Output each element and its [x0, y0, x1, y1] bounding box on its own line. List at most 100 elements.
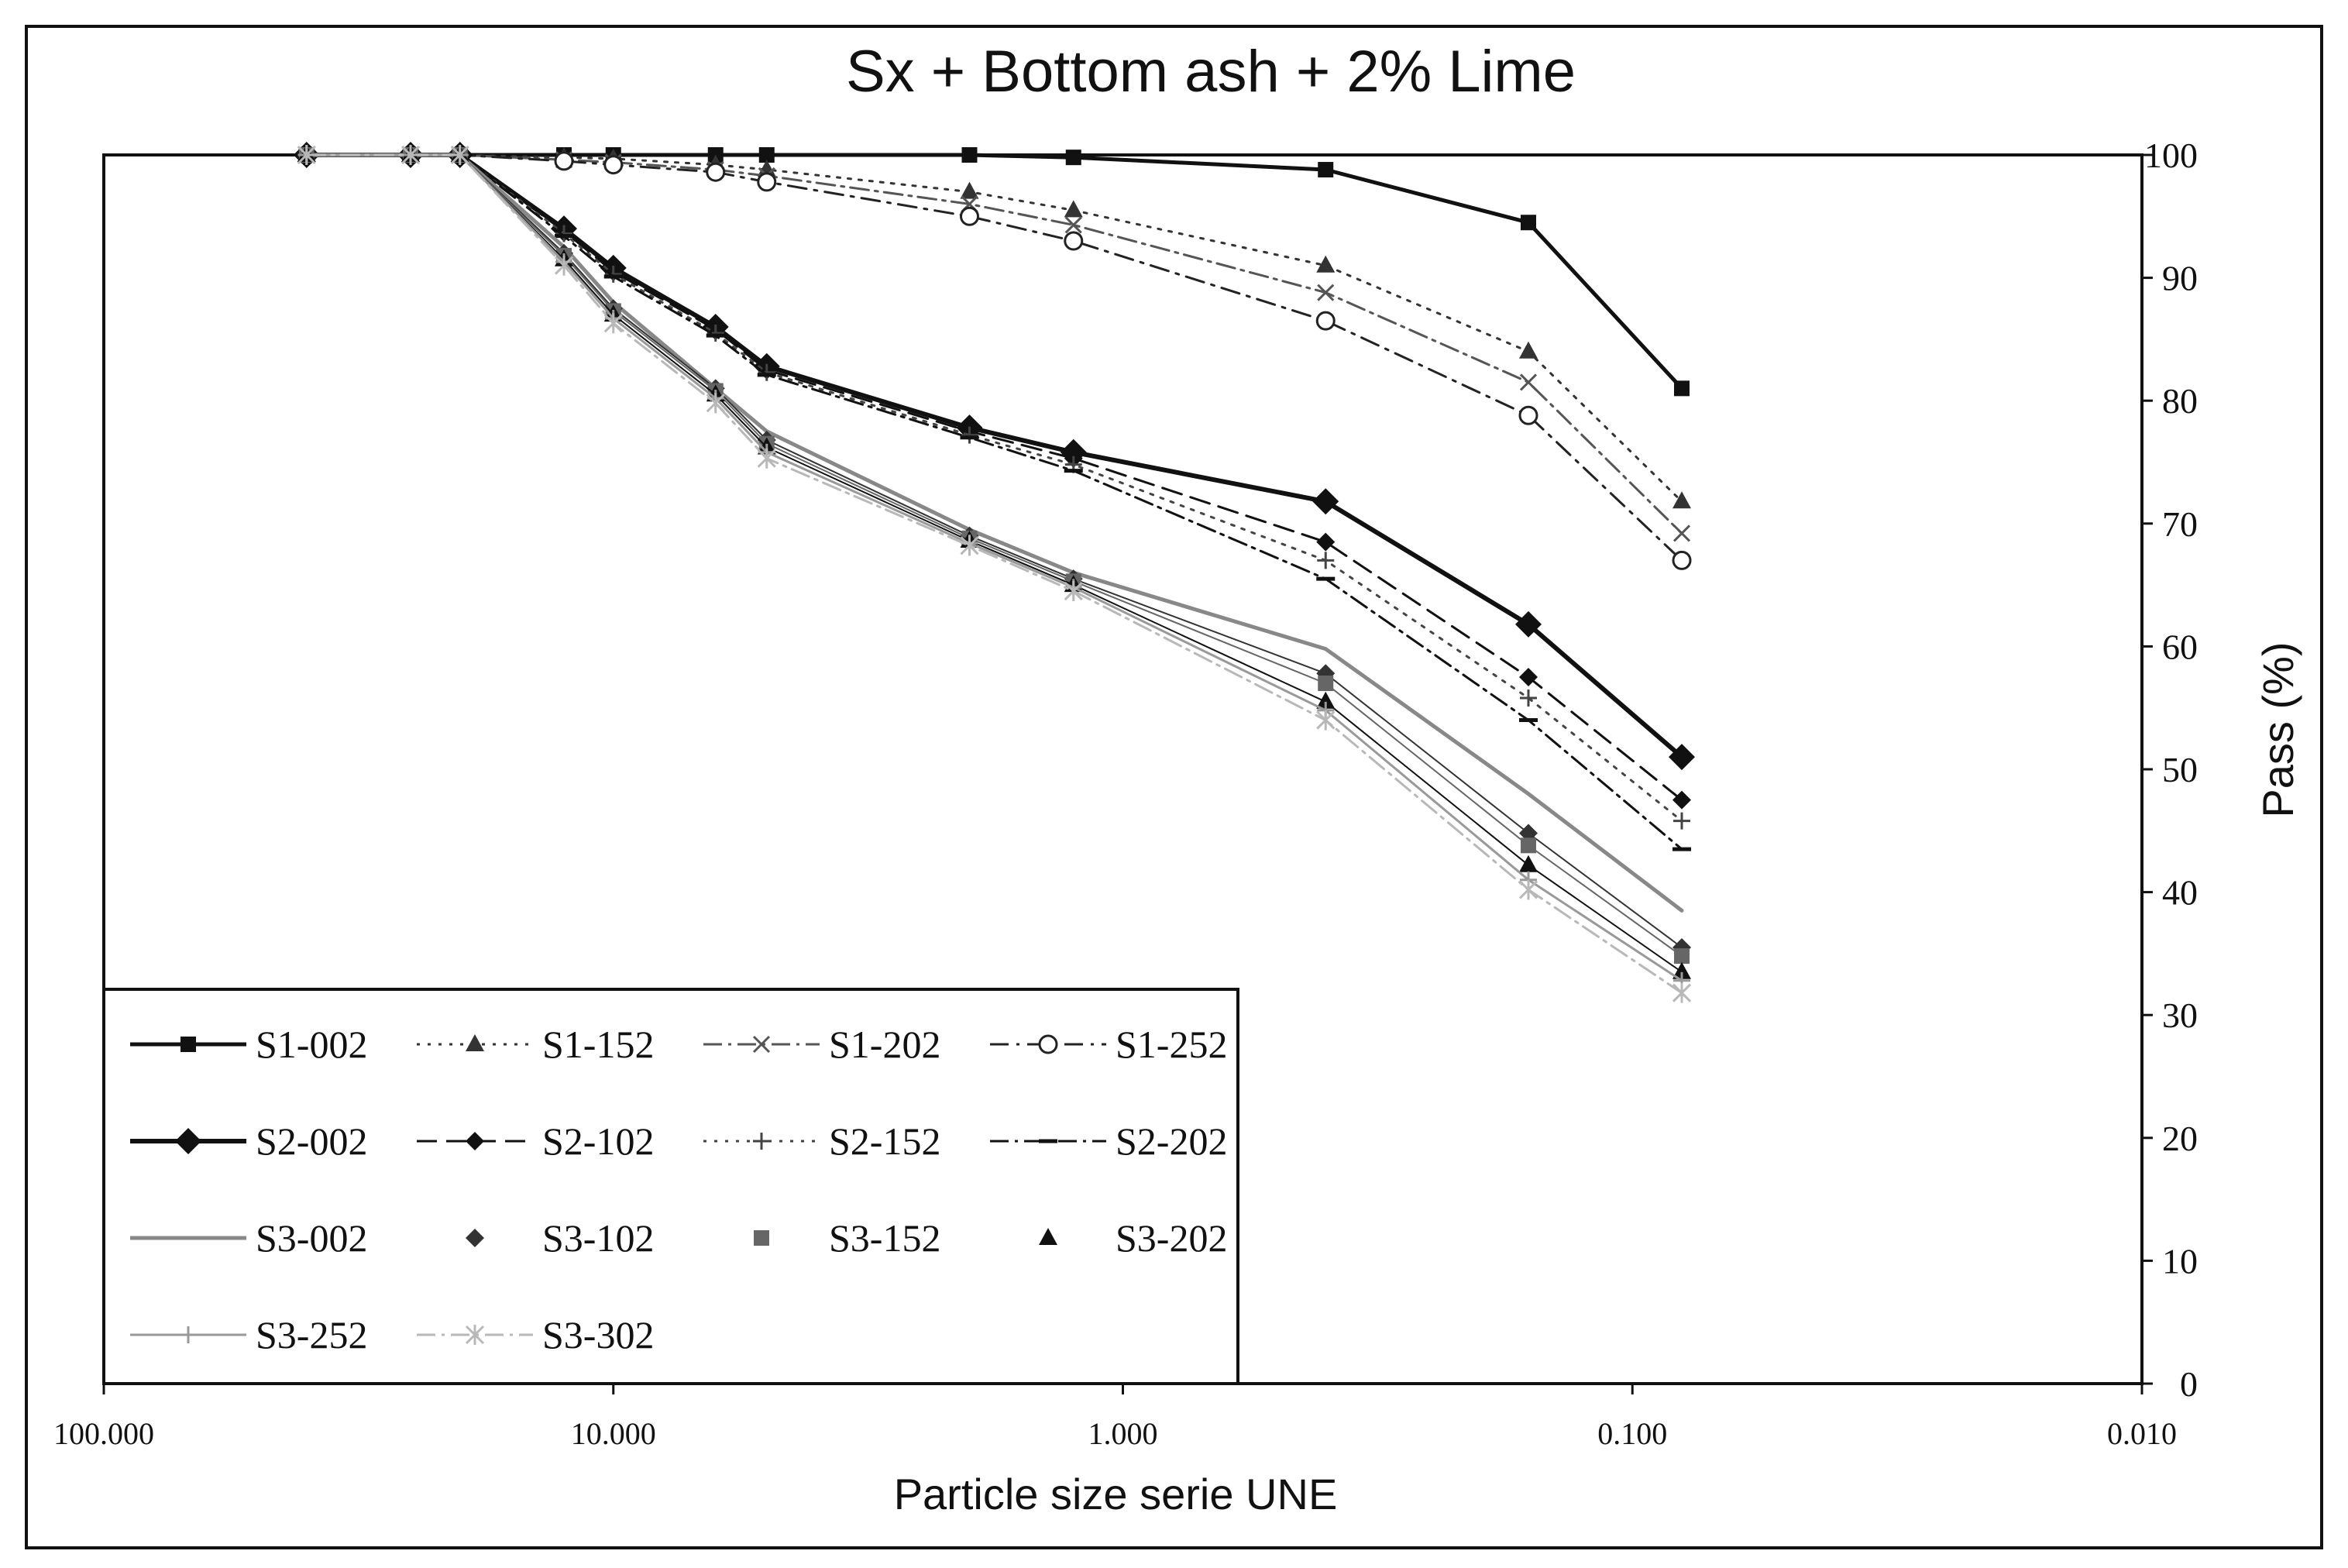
data-point [1518, 854, 1538, 872]
data-point [1672, 812, 1690, 830]
data-point [1673, 948, 1690, 965]
data-point [757, 448, 776, 469]
data-point [1519, 689, 1537, 707]
data-point [1064, 581, 1083, 602]
data-point [555, 225, 573, 242]
legend-entry: S2-202 [990, 1119, 1227, 1163]
data-point [1316, 255, 1336, 273]
data-point-stroke [752, 1035, 771, 1054]
data-point [1316, 710, 1336, 731]
legend-entry: S2-102 [417, 1119, 654, 1163]
data-point [961, 426, 978, 444]
data-point [180, 1037, 196, 1052]
y-axis-title: Pass (%) [2253, 641, 2302, 817]
data-point [1519, 373, 1538, 391]
data-point [450, 145, 469, 165]
data-point [1318, 162, 1334, 178]
data-point [465, 1325, 485, 1345]
data-point [1672, 524, 1691, 542]
data-point [758, 147, 775, 163]
series-line [305, 153, 1683, 562]
legend-label: S1-152 [542, 1023, 654, 1066]
data-point [1316, 691, 1336, 709]
legend-label: S2-002 [256, 1119, 367, 1163]
legend-entry: S1-152 [417, 1023, 654, 1066]
data-point [1518, 341, 1538, 359]
data-point [466, 1034, 484, 1051]
y-tick-label: 60 [2162, 627, 2198, 666]
data-point [1514, 610, 1542, 638]
legend-label: S3-302 [542, 1313, 654, 1357]
legend-label: S3-202 [1116, 1216, 1227, 1260]
series-line [305, 153, 1683, 802]
legend-label: S2-152 [829, 1119, 940, 1163]
data-point [1668, 744, 1695, 771]
y-tick-label: 90 [2162, 259, 2198, 298]
chart-title: Sx + Bottom ash + 2% Lime [846, 39, 1576, 105]
data-point [1673, 380, 1690, 397]
legend-entry: S3-002 [130, 1216, 367, 1260]
y-tick-label: 70 [2162, 504, 2198, 544]
data-point-stroke [1317, 284, 1335, 301]
x-axis-title: Particle size serie UNE [894, 1470, 1338, 1518]
legend-label: S3-252 [256, 1313, 367, 1357]
data-point [1038, 1034, 1058, 1054]
x-tick-label: 0.010 [2107, 1416, 2177, 1451]
legend: S1-002 S1-152 S1-202 S1-252 S2-002 S2-102 S2-1… [102, 988, 1239, 1385]
data-point [1518, 879, 1538, 900]
data-point [554, 255, 574, 276]
legend-label: S2-202 [1116, 1119, 1227, 1163]
legend-entry: S3-152 [754, 1216, 940, 1260]
data-point [959, 206, 979, 226]
data-point [753, 1133, 770, 1150]
y-tick-label: 100 [2144, 136, 2198, 175]
data-point [961, 147, 978, 163]
series-line [305, 153, 1683, 995]
data-point-stroke [1064, 216, 1082, 234]
x-tick-label: 1.000 [1088, 1416, 1158, 1451]
y-tick-label: 20 [2162, 1119, 2198, 1158]
data-point [1318, 675, 1334, 691]
data-point [466, 1229, 484, 1247]
legend-entry: S2-002 [130, 1119, 367, 1163]
y-tick-label: 30 [2162, 995, 2198, 1035]
data-point [1316, 532, 1336, 552]
data-point [1672, 550, 1692, 570]
y-tick-label: 50 [2162, 750, 2198, 789]
legend-label: S3-152 [829, 1216, 940, 1260]
legend-box [102, 988, 1239, 1385]
data-point [1518, 405, 1538, 425]
data-point [175, 1128, 201, 1154]
legend-label: S1-252 [1116, 1023, 1227, 1066]
data-point [752, 1035, 771, 1054]
legend-entry: S1-252 [990, 1023, 1227, 1066]
data-point [554, 151, 574, 171]
data-point [757, 172, 777, 192]
data-point [401, 145, 421, 165]
data-point [706, 162, 726, 182]
data-point [1518, 668, 1538, 687]
data-point [1520, 215, 1536, 231]
series-layer [293, 142, 1695, 1003]
x-tick-label: 0.100 [1597, 1416, 1667, 1451]
legend-label: S1-202 [829, 1023, 940, 1066]
y-tick-label: 10 [2162, 1241, 2198, 1281]
legend-label: S2-102 [542, 1119, 654, 1163]
data-point [466, 1132, 484, 1150]
legend-entry: S1-002 [130, 1023, 367, 1066]
data-point [1672, 491, 1691, 509]
legend-entry: S3-202 [1039, 1216, 1227, 1260]
legend-entry: S3-302 [417, 1313, 654, 1357]
y-tick-label: 0 [2180, 1364, 2198, 1404]
data-point [1065, 150, 1081, 166]
data-point [1315, 311, 1336, 331]
data-point [960, 535, 979, 556]
data-point [960, 181, 979, 199]
series-s3-302 [297, 145, 1692, 1003]
y-axis: 0 10 20 30 40 50 60 70 80 90 100 [2142, 136, 2198, 1404]
y-tick-label: 80 [2162, 381, 2198, 421]
legend-label: S3-002 [256, 1216, 367, 1260]
data-point [1064, 200, 1083, 218]
data-point [758, 363, 775, 381]
legend-entry: S3-252 [130, 1313, 367, 1357]
